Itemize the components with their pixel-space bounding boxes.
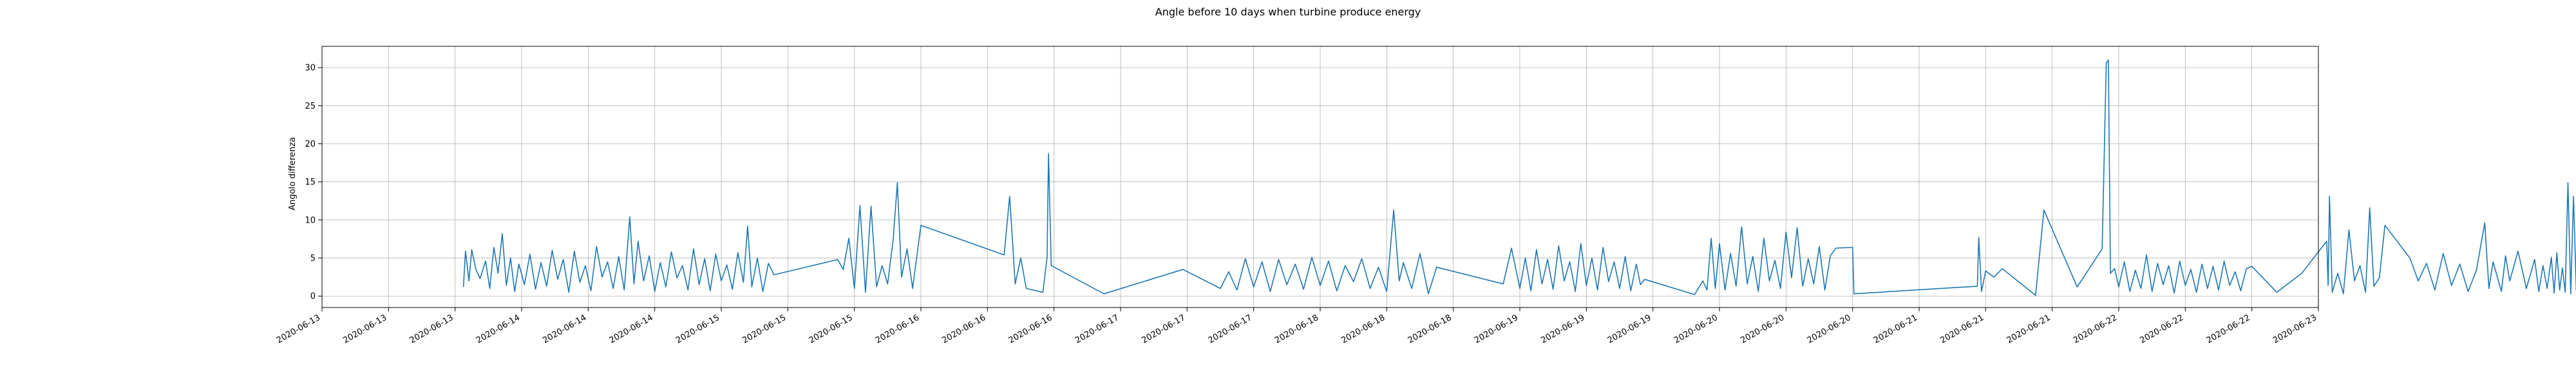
- y-axis-ticks: 0 5 10 15 20 25 30: [305, 64, 322, 302]
- plot-lines: [462, 59, 2576, 296]
- chart-title: Angle before 10 days when turbine produc…: [1155, 6, 1421, 18]
- y-axis-label: Angolo differenza: [288, 137, 298, 210]
- grid-lines: [321, 46, 2319, 308]
- y-tick-label: 25: [305, 102, 316, 111]
- series-line: [462, 59, 2576, 296]
- y-tick-label: 10: [305, 216, 316, 225]
- y-tick-label: 30: [305, 64, 316, 73]
- y-tick-label: 15: [305, 178, 316, 187]
- y-tick-label: 0: [310, 292, 316, 302]
- y-tick-label: 5: [310, 254, 316, 264]
- y-tick-label: 20: [305, 140, 316, 149]
